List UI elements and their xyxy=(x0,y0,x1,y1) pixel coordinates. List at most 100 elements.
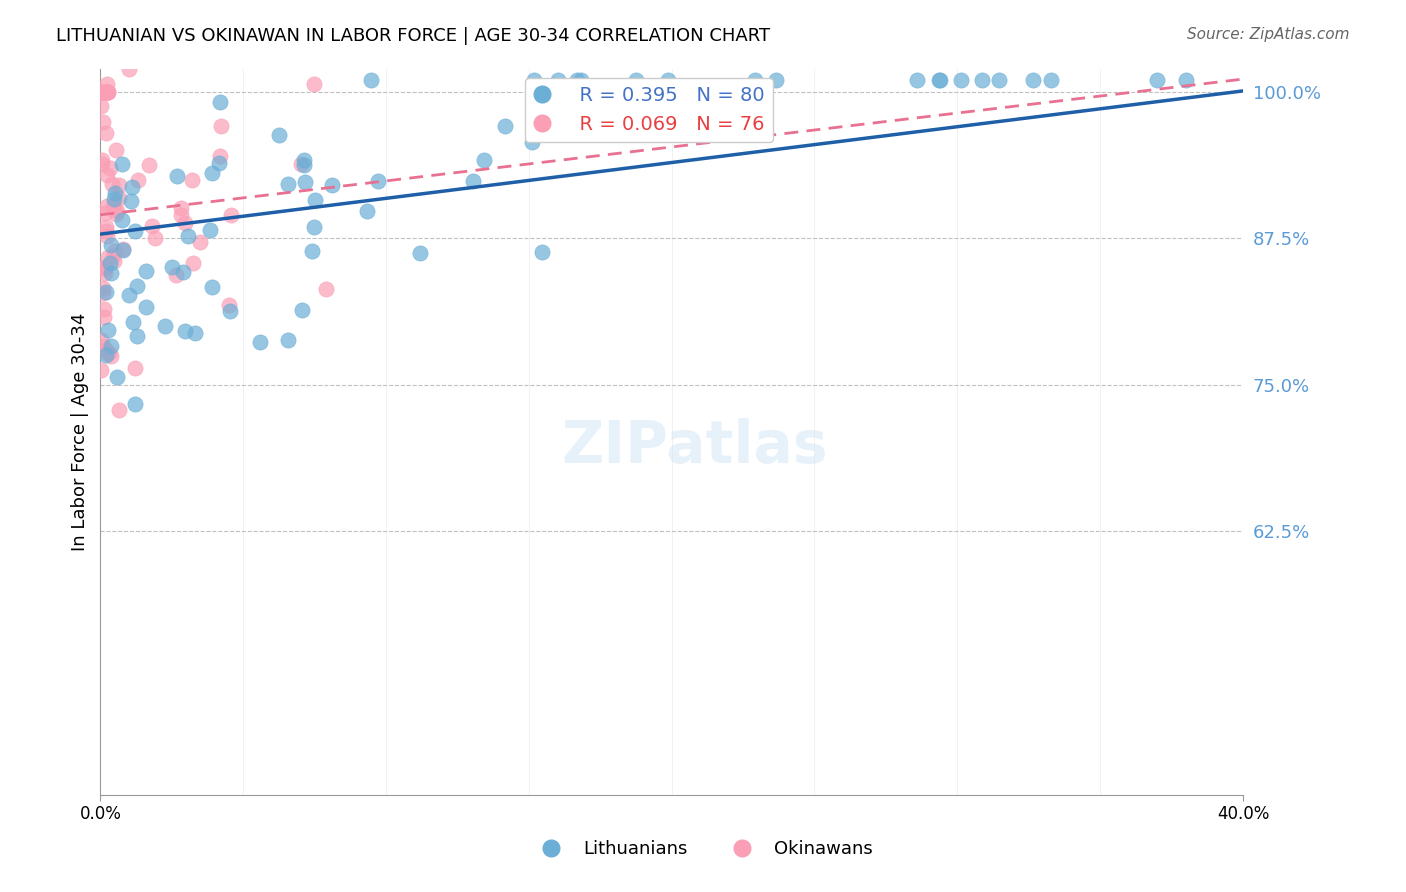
Point xyxy=(277,333,299,347)
Point xyxy=(301,244,323,258)
Point xyxy=(143,230,166,244)
Point xyxy=(174,324,197,338)
Point xyxy=(121,180,143,194)
Point xyxy=(94,260,117,275)
Point xyxy=(610,106,633,120)
Point xyxy=(94,85,117,99)
Point xyxy=(90,85,112,99)
Point xyxy=(96,229,118,244)
Point xyxy=(209,148,232,162)
Point xyxy=(124,361,146,376)
Point xyxy=(208,155,231,169)
Point xyxy=(292,158,315,172)
Point xyxy=(101,248,124,262)
Point xyxy=(138,158,160,172)
Point xyxy=(696,126,718,140)
Point xyxy=(90,85,112,99)
Point xyxy=(702,88,724,103)
Point xyxy=(91,339,114,353)
Point xyxy=(302,77,325,91)
Point xyxy=(112,242,135,256)
Point xyxy=(90,85,112,99)
Point xyxy=(188,235,211,249)
Point xyxy=(1174,73,1197,87)
Point xyxy=(96,85,118,99)
Point xyxy=(108,403,131,417)
Point xyxy=(304,194,326,208)
Point xyxy=(219,304,242,318)
Point xyxy=(200,166,222,180)
Point xyxy=(472,153,495,167)
Point xyxy=(111,212,134,227)
Point xyxy=(96,346,118,360)
Point xyxy=(96,168,118,182)
Point xyxy=(970,73,993,87)
Point xyxy=(96,85,118,99)
Point xyxy=(105,143,128,157)
Point xyxy=(91,153,114,167)
Point xyxy=(1021,73,1043,87)
Point xyxy=(949,73,972,87)
Point xyxy=(987,73,1010,87)
Point xyxy=(928,73,950,87)
Point xyxy=(107,178,129,192)
Point xyxy=(94,126,117,140)
Point xyxy=(100,349,122,363)
Point xyxy=(94,219,117,234)
Point xyxy=(321,178,343,192)
Point xyxy=(155,318,177,333)
Point xyxy=(208,95,231,110)
Point xyxy=(547,73,569,87)
Point xyxy=(90,333,112,347)
Point xyxy=(91,285,114,300)
Y-axis label: In Labor Force | Age 30-34: In Labor Force | Age 30-34 xyxy=(72,312,89,551)
Point xyxy=(101,198,124,212)
Point xyxy=(98,161,121,175)
Text: LITHUANIAN VS OKINAWAN IN LABOR FORCE | AGE 30-34 CORRELATION CHART: LITHUANIAN VS OKINAWAN IN LABOR FORCE | … xyxy=(56,27,770,45)
Point xyxy=(97,85,120,99)
Point xyxy=(94,224,117,238)
Point xyxy=(91,157,114,171)
Point xyxy=(100,177,122,191)
Point xyxy=(98,256,121,270)
Point xyxy=(170,202,193,216)
Point xyxy=(97,323,120,337)
Point xyxy=(93,310,115,325)
Point xyxy=(520,135,543,149)
Point xyxy=(624,73,647,87)
Point xyxy=(218,298,240,312)
Point xyxy=(97,85,120,99)
Point xyxy=(277,178,299,192)
Point xyxy=(91,280,114,294)
Point xyxy=(120,194,142,209)
Point xyxy=(94,348,117,362)
Point xyxy=(91,115,114,129)
Point xyxy=(1146,73,1168,87)
Point xyxy=(127,173,149,187)
Point xyxy=(267,128,290,143)
Point xyxy=(96,85,118,99)
Point xyxy=(170,208,193,222)
Point xyxy=(103,202,125,216)
Point xyxy=(543,78,565,92)
Point xyxy=(103,193,125,207)
Legend: Lithuanians, Okinawans: Lithuanians, Okinawans xyxy=(526,833,880,865)
Point xyxy=(141,219,163,233)
Point xyxy=(103,254,125,268)
Point xyxy=(744,73,766,87)
Point xyxy=(360,73,382,87)
Text: ZIPatlas: ZIPatlas xyxy=(561,417,828,475)
Point xyxy=(166,169,188,183)
Point xyxy=(94,260,117,274)
Point xyxy=(124,224,146,238)
Point xyxy=(530,244,553,259)
Point xyxy=(96,285,118,300)
Point xyxy=(198,222,221,236)
Point xyxy=(172,264,194,278)
Point xyxy=(124,397,146,411)
Point xyxy=(219,208,242,222)
Text: Source: ZipAtlas.com: Source: ZipAtlas.com xyxy=(1187,27,1350,42)
Point xyxy=(96,77,118,91)
Point xyxy=(118,62,141,76)
Point xyxy=(183,326,205,341)
